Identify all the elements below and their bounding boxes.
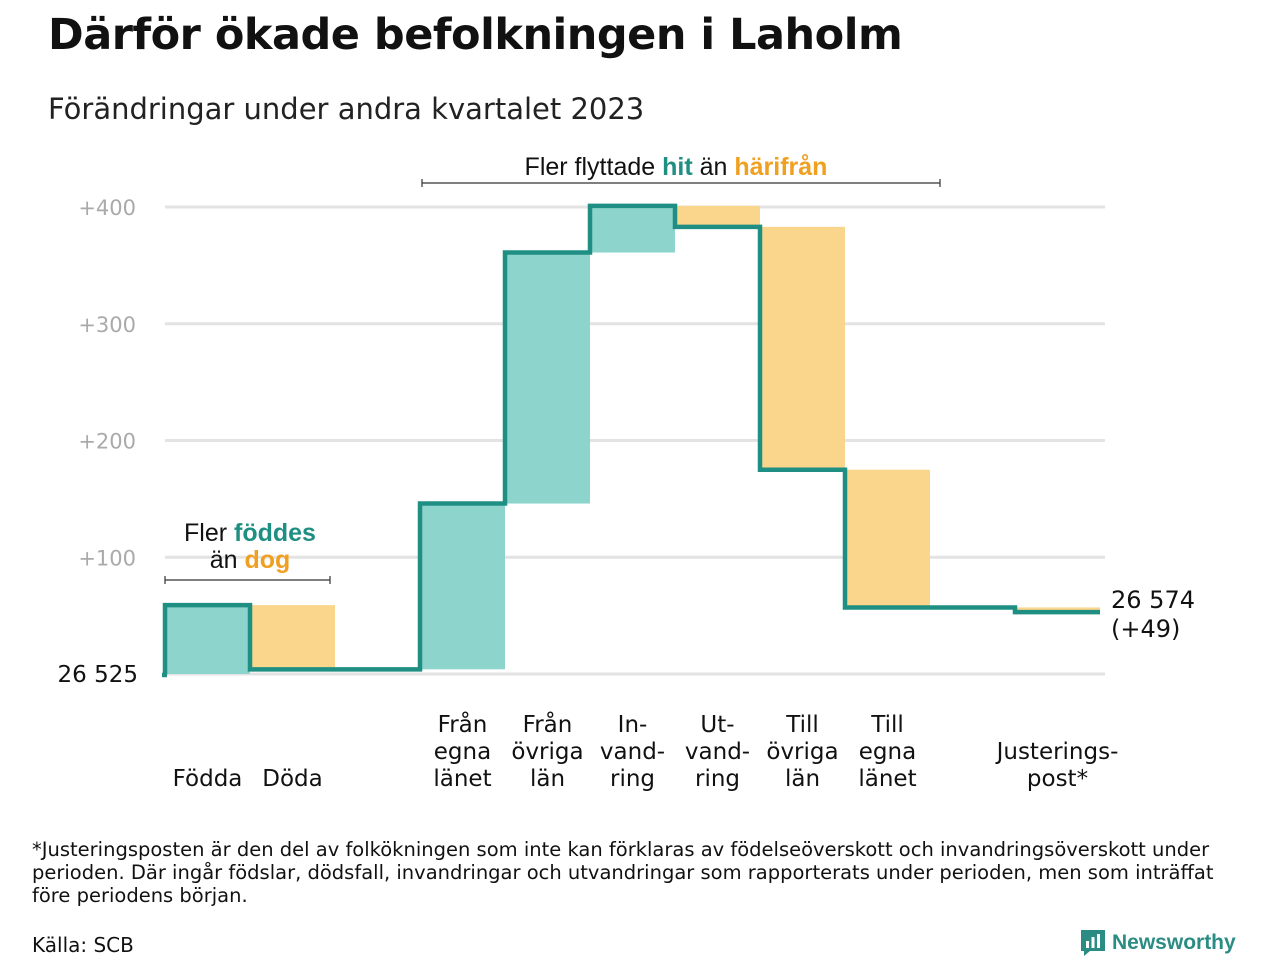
increase-bar [420,503,505,670]
category-label: egna [859,739,916,765]
births-annotation-line1: Fler föddes [184,519,316,547]
gridlines [165,205,1105,676]
end-change-label: (+49) [1111,615,1180,643]
category-label: län [785,766,820,792]
source: Källa: SCB [32,933,134,957]
category-label: egna [434,739,491,765]
decrease-bar [760,226,845,470]
category-label: Döda [262,766,322,792]
y-tick-label: +400 [78,196,136,220]
footnote: *Justeringsposten är den del av folkökni… [32,838,1214,907]
y-tick-label: +100 [78,546,136,570]
brand-logo: Newsworthy [1080,928,1236,958]
category-label: Till [785,712,819,738]
births-annotation-line2: än dog [210,546,291,574]
category-label: län [530,766,565,792]
category-label: ring [610,766,655,792]
migration-bracket [421,179,941,187]
category-label: Födda [173,766,243,792]
migration-annotation: Fler flyttade hit än härifrån [525,153,828,181]
bars [165,205,1100,674]
category-label: länet [858,766,916,792]
category-label: övriga [766,739,838,765]
y-tick-label: +300 [78,313,136,337]
category-label: ring [695,766,740,792]
end-value-label: 26 574 [1111,586,1195,614]
brand-name: Newsworthy [1112,931,1236,954]
births-bracket [164,576,331,584]
increase-bar [165,605,250,674]
category-label: In- [618,712,648,738]
decrease-bar [1015,607,1100,613]
running-total-line [162,203,1100,678]
running-total-path [162,203,1100,675]
chart-subtitle: Förändringar under andra kvartalet 2023 [48,92,645,126]
increase-bar [505,252,590,504]
decrease-bar [845,469,930,608]
category-label: post* [1027,766,1088,792]
chart-title: Därför ökade befolkningen i Laholm [48,10,903,60]
start-value-label: 26 525 [58,662,138,688]
decrease-bar [675,205,760,227]
bar-chart-icon [1081,930,1105,956]
decrease-bar [250,605,335,670]
category-label: övriga [511,739,583,765]
y-tick-label: +200 [78,430,136,454]
category-label: Ut- [700,712,734,738]
category-label: Från [523,710,573,738]
category-label: Från [438,710,488,738]
category-label: vand- [600,739,665,765]
category-label: vand- [685,739,750,765]
increase-bar [590,205,675,253]
category-label: Till [870,712,904,738]
category-label: Justerings- [995,739,1119,765]
category-label: länet [433,766,491,792]
